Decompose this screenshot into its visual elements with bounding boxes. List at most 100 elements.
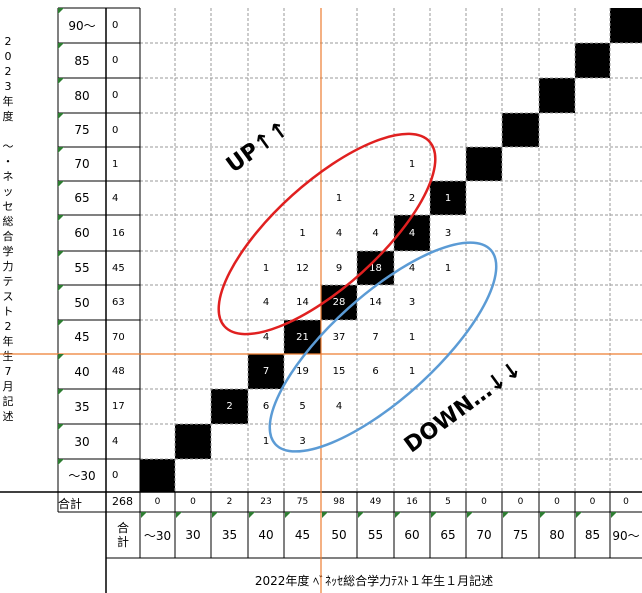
- col-label: 45: [294, 528, 311, 542]
- col-total: 0: [517, 497, 524, 507]
- row-label: 75: [74, 123, 90, 137]
- col-label: 40: [258, 528, 274, 542]
- row-label: 35: [74, 399, 90, 414]
- col-label: 30: [185, 528, 201, 542]
- matrix-cell: 21: [284, 320, 321, 354]
- row-label: 55: [74, 261, 90, 275]
- diagonal-cell: [175, 424, 211, 459]
- matrix-cell: 1: [408, 331, 416, 343]
- col-total: 75: [296, 497, 309, 507]
- cell-marker: [58, 8, 64, 14]
- matrix-cell: 15: [332, 366, 346, 377]
- cell-marker: [249, 512, 255, 518]
- matrix-cell: 6: [372, 366, 379, 377]
- col-label: 85: [584, 528, 601, 542]
- row-label: 65: [74, 191, 90, 205]
- col-label: 50: [331, 528, 347, 542]
- total-value: 268: [112, 495, 133, 508]
- matrix-cell: 3: [408, 297, 416, 308]
- col-total: 0: [481, 497, 487, 507]
- matrix-cell: 2: [211, 389, 248, 424]
- down-ellipse: [268, 241, 498, 453]
- col-total: 0: [589, 497, 596, 507]
- cell-marker: [58, 354, 64, 360]
- diagonal-cell: [466, 147, 502, 181]
- row-count: 0: [112, 90, 119, 101]
- col-total: 2: [226, 497, 233, 507]
- row-count: 70: [112, 331, 125, 343]
- horizontal-axis-title: 2022年度 ﾍﾞﾈｯｾ総合学力ﾃｽﾄ１年生１月記述: [254, 574, 494, 588]
- row-label: 〜30: [68, 469, 96, 483]
- col-total-label: 合 計: [116, 521, 129, 549]
- cell-marker: [322, 512, 328, 518]
- cell-marker: [285, 512, 291, 518]
- cell-marker: [58, 215, 64, 221]
- diagonal-cell: [575, 43, 610, 78]
- matrix-cell: 37: [332, 331, 346, 343]
- row-label: 30: [74, 434, 90, 449]
- diagonal-cell: [502, 113, 539, 147]
- cell-marker: [58, 43, 64, 49]
- col-label: 65: [440, 528, 456, 542]
- matrix-cell: 1: [335, 192, 343, 204]
- matrix-cell: 4: [372, 227, 379, 239]
- row-label: 90〜: [68, 19, 96, 33]
- col-label: 60: [404, 528, 420, 542]
- cell-marker: [176, 512, 182, 518]
- row-label: 50: [74, 295, 90, 310]
- col-total: 0: [554, 497, 560, 507]
- matrix-cell: 3: [299, 436, 306, 447]
- row-count: 63: [112, 297, 125, 308]
- cell-marker: [58, 320, 64, 326]
- col-total: 0: [190, 497, 196, 507]
- matrix-cell: 7: [372, 331, 379, 343]
- col-total: 23: [260, 497, 272, 507]
- matrix-cell: 14: [369, 297, 382, 308]
- cell-marker: [58, 251, 64, 257]
- row-count: 4: [112, 436, 119, 447]
- col-total: 0: [623, 497, 629, 507]
- col-total: 5: [445, 497, 451, 507]
- cell-marker: [212, 512, 218, 518]
- cell-marker: [58, 424, 64, 430]
- matrix-cell: 1: [430, 181, 466, 215]
- row-count: 45: [112, 262, 125, 274]
- matrix-cell: 1: [408, 158, 416, 170]
- matrix-cell: 5: [299, 401, 306, 412]
- diagonal-cell: [140, 459, 175, 492]
- matrix-cell: 1: [262, 436, 270, 447]
- cell-marker: [58, 147, 64, 153]
- col-total: 16: [406, 497, 418, 507]
- row-label: 40: [74, 364, 90, 379]
- matrix-cell: 2: [408, 192, 416, 204]
- diagonal-cell: [539, 78, 575, 113]
- row-count: 0: [112, 124, 119, 136]
- cell-marker: [141, 512, 147, 518]
- col-total: 0: [154, 497, 161, 507]
- matrix-cell: 7: [248, 354, 284, 389]
- matrix-cell: 4: [335, 227, 343, 239]
- total-label: 合計: [58, 497, 83, 511]
- row-count: 0: [112, 55, 119, 66]
- cell-marker: [576, 512, 582, 518]
- row-label: 45: [74, 330, 90, 344]
- col-label: 80: [549, 528, 565, 542]
- matrix-cell: 4: [262, 331, 270, 343]
- matrix-cell: 19: [296, 366, 309, 377]
- matrix-cell: 1: [262, 262, 270, 274]
- row-label: 60: [74, 226, 90, 240]
- matrix-cell: 1: [444, 262, 452, 274]
- matrix-cell: 3: [444, 227, 452, 239]
- cell-marker: [395, 512, 401, 518]
- cell-marker: [58, 389, 64, 395]
- row-count: 48: [112, 366, 125, 377]
- col-total: 49: [369, 497, 382, 507]
- cell-marker: [503, 512, 509, 518]
- cell-marker: [358, 512, 364, 518]
- diagonal-cell: [610, 8, 642, 43]
- cell-marker: [58, 285, 64, 291]
- row-count: 1: [112, 158, 119, 170]
- matrix-cell: 4: [262, 297, 270, 308]
